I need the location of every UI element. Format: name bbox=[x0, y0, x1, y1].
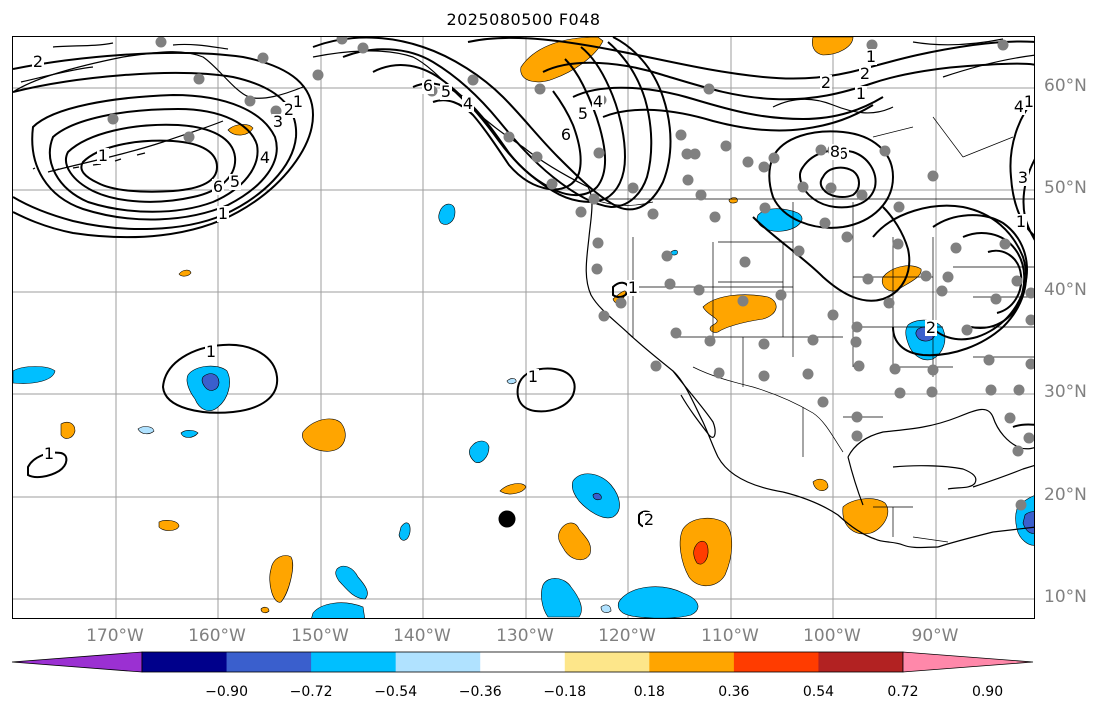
lon-label: 150°W bbox=[291, 626, 349, 646]
contour-label: 6 bbox=[213, 177, 223, 196]
contour-label: 3 bbox=[273, 112, 283, 131]
colorbar-tick-label: −0.18 bbox=[543, 684, 587, 700]
contour-label: 2 bbox=[860, 64, 870, 83]
contour-label: 1 bbox=[1016, 212, 1026, 231]
colorbar-segment bbox=[311, 652, 397, 672]
map-title: 2025080500 F048 bbox=[446, 10, 601, 29]
lon-label: 160°W bbox=[188, 626, 246, 646]
contour-label: 1 bbox=[98, 146, 108, 165]
contour-label: 4 bbox=[260, 148, 270, 167]
contour-label: 4 bbox=[1014, 97, 1024, 116]
lon-label: 90°W bbox=[911, 626, 959, 646]
height-contours bbox=[13, 37, 1034, 528]
lat-label: 10°N bbox=[1044, 587, 1087, 607]
colorbar-segment bbox=[395, 652, 481, 672]
colorbar-segment bbox=[142, 652, 228, 672]
contour-label: 1 bbox=[44, 444, 54, 463]
colorbar-segment bbox=[818, 652, 904, 672]
lat-label: 50°N bbox=[1044, 178, 1087, 198]
contour-label: 1 bbox=[628, 278, 638, 297]
lat-label: 30°N bbox=[1044, 382, 1087, 402]
contour-label: 1 bbox=[1024, 92, 1034, 111]
colorbar-tick-label: −0.72 bbox=[289, 684, 333, 700]
colorbar-tick-label: 0.90 bbox=[971, 684, 1004, 700]
colorbar-segment bbox=[480, 652, 566, 672]
lon-label: 100°W bbox=[803, 626, 861, 646]
coastlines bbox=[13, 38, 1034, 549]
colorbar-tick-label: −0.36 bbox=[458, 684, 502, 700]
contour-label: 6 bbox=[838, 144, 848, 163]
storm-marker bbox=[498, 510, 516, 528]
colorbar bbox=[11, 651, 1034, 673]
contour-label: 6 bbox=[423, 76, 433, 95]
contour-label: 1 bbox=[293, 92, 303, 111]
contour-label: 4 bbox=[463, 94, 473, 113]
contour-label: 8 bbox=[830, 142, 840, 161]
contour-label: 2 bbox=[926, 318, 936, 337]
shading-negative bbox=[13, 203, 1034, 618]
contour-label: 3 bbox=[1018, 168, 1028, 187]
contour-label: 5 bbox=[578, 104, 588, 123]
colorbar-tick-label: 0.54 bbox=[802, 684, 835, 700]
contour-label: 2 bbox=[33, 52, 43, 71]
colorbar-segment bbox=[649, 652, 735, 672]
colorbar-tick-label: 0.18 bbox=[633, 684, 665, 700]
contour-label: 5 bbox=[441, 82, 451, 101]
colorbar-segment bbox=[226, 652, 312, 672]
contour-label: 2 bbox=[284, 100, 294, 119]
lon-label: 170°W bbox=[86, 626, 144, 646]
lon-label: 140°W bbox=[393, 626, 451, 646]
colorbar-segments bbox=[11, 651, 1034, 673]
lon-label: 110°W bbox=[701, 626, 759, 646]
contour-label: 2 bbox=[644, 510, 654, 529]
colorbar-segment bbox=[733, 652, 819, 672]
lon-label: 130°W bbox=[496, 626, 554, 646]
lat-label: 60°N bbox=[1044, 76, 1087, 96]
lon-label: 120°W bbox=[598, 626, 656, 646]
contour-label: 1 bbox=[206, 342, 216, 361]
contour-label: 1 bbox=[528, 367, 538, 386]
contour-label: 4 bbox=[593, 92, 603, 111]
colorbar-tick-label: 0.36 bbox=[718, 684, 750, 700]
colorbar-tick-label: 0.72 bbox=[887, 684, 919, 700]
contour-label: 1 bbox=[856, 84, 866, 103]
contour-label: 6 bbox=[561, 125, 571, 144]
colorbar-segment bbox=[564, 652, 650, 672]
contour-label: 1 bbox=[866, 47, 876, 66]
lat-label: 40°N bbox=[1044, 280, 1087, 300]
contour-label: 2 bbox=[821, 73, 831, 92]
contour-label: 1 bbox=[218, 204, 228, 223]
colorbar-extend-low bbox=[11, 651, 143, 673]
station-dots bbox=[107, 37, 1034, 511]
colorbar-tick-label: −0.54 bbox=[374, 684, 418, 700]
colorbar-extend-high bbox=[902, 651, 1034, 673]
contour-label: 5 bbox=[230, 172, 240, 191]
lat-label: 20°N bbox=[1044, 485, 1087, 505]
colorbar-tick-label: −0.90 bbox=[205, 684, 248, 700]
